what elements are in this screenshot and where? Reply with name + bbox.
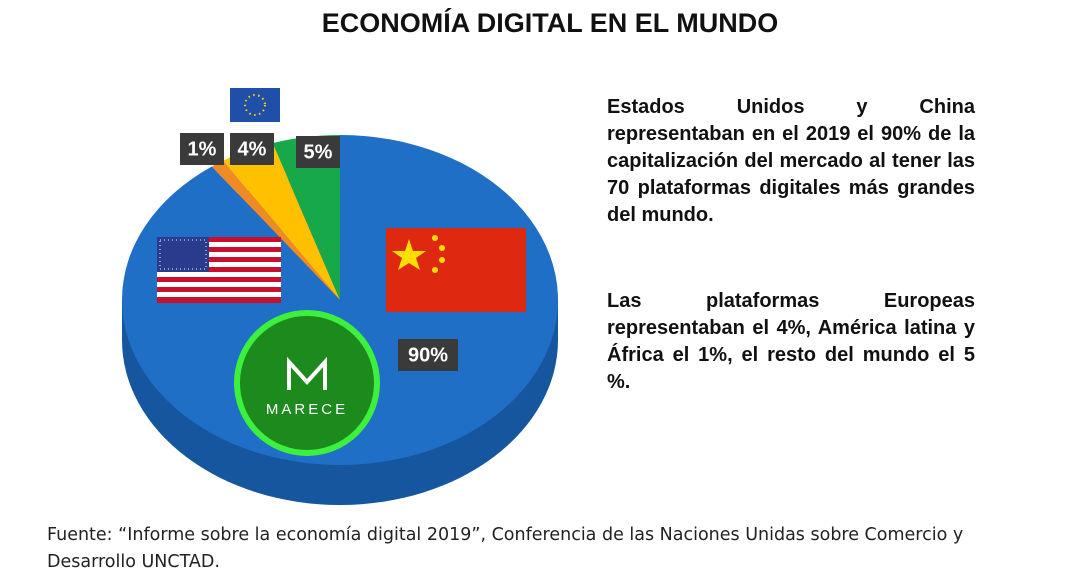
value-label: 90% [408,344,448,366]
chart-title: ECONOMÍA DIGITAL EN EL MUNDO [322,7,779,38]
value-label-box [180,133,224,165]
slice [223,143,340,300]
slice [211,160,340,300]
logo-text: MARECE [266,401,348,418]
labels: 90% 1% 4% 5% [180,133,458,371]
annotation: Las plataformas Europeas representaban e… [607,290,975,393]
value-label-box [230,133,274,165]
slices [121,135,559,465]
value-label: 5% [304,141,333,163]
value-label: 4% [238,138,267,160]
annotation: Estados Unidos y China representaban en … [607,96,975,226]
china-flag [386,228,526,312]
logo: MARECE [234,310,380,456]
slice [272,135,340,300]
value-label-box [296,136,340,168]
eu-flag [230,88,280,122]
value-label-box [398,339,458,371]
us-flag [157,237,281,303]
value-label: 1% [188,138,217,160]
source: Fuente: “Informe sobre la economía digit… [47,525,964,572]
